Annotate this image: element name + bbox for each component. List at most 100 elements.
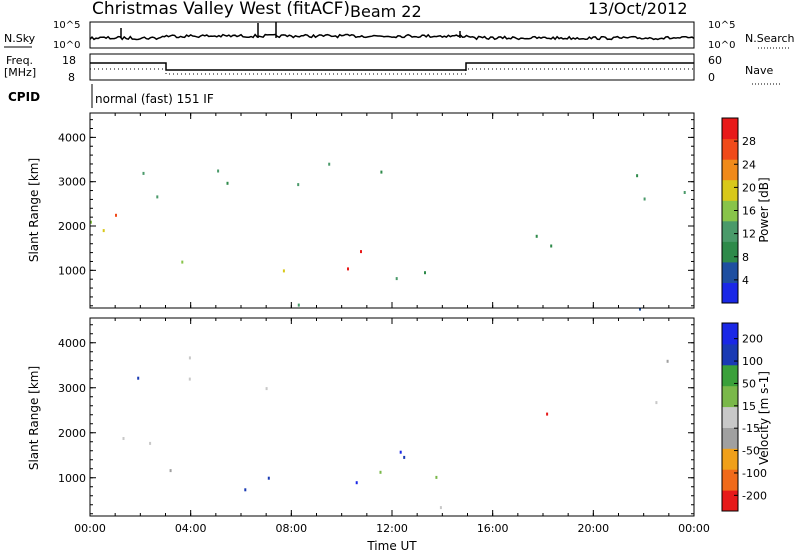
data-cell [169, 469, 172, 473]
x-tick-label: 12:00 [376, 522, 408, 535]
x-tick-label: 04:00 [175, 522, 207, 535]
data-cell [380, 170, 383, 174]
colorbar-swatch [722, 343, 738, 366]
x-tick-label: 00:00 [678, 522, 710, 535]
y-tick-label: 1000 [58, 472, 86, 485]
data-cell [226, 181, 229, 185]
date-label: 13/Oct/2012 [588, 0, 688, 18]
colorbar-tick-label: 8 [742, 251, 749, 264]
noise-left-tick-top: 10^5 [53, 20, 80, 31]
data-cell [149, 441, 152, 445]
data-cell [424, 271, 426, 275]
plot-title: Christmas Valley West (fitACF) [92, 0, 350, 19]
data-cell [115, 213, 117, 217]
colorbar-tick-label: 15 [742, 400, 756, 413]
colorbar-swatch [722, 118, 738, 140]
data-cell [435, 475, 438, 479]
data-cell [188, 377, 191, 381]
cpid-text: normal (fast) 151 IF [95, 92, 214, 106]
freq-trace [90, 62, 694, 71]
data-cell [188, 356, 191, 360]
data-cell [267, 476, 270, 480]
y-tick-label: 3000 [58, 382, 86, 395]
colorbar-swatch [722, 406, 738, 428]
data-cell [102, 229, 105, 233]
data-cell [639, 307, 641, 311]
nave-label: Nave [745, 64, 773, 77]
data-cell [122, 437, 125, 440]
x-tick-label: 20:00 [577, 522, 609, 535]
x-tick-label: 08:00 [275, 522, 307, 535]
freq-panel-frame [89, 53, 695, 81]
colorbar-tick-label: 50 [742, 377, 756, 390]
data-cell [142, 171, 145, 175]
data-cell [244, 488, 247, 492]
freq-tick-bottom: 8 [68, 71, 75, 84]
velocity-panel-frame [89, 317, 695, 517]
power-data-cells [90, 162, 686, 311]
data-cell [403, 455, 406, 459]
data-cell [643, 197, 646, 201]
nave-trace [90, 68, 694, 75]
data-cell [379, 470, 382, 474]
colorbar-tick-label: 4 [742, 274, 749, 287]
noise-panel-frame [89, 21, 695, 49]
y-tick-label: 2000 [58, 427, 86, 440]
colorbar-swatch [722, 282, 738, 304]
x-tick-label: 16:00 [477, 522, 509, 535]
y-tick-label: 3000 [58, 176, 86, 189]
cpid-label: CPID [8, 90, 40, 104]
colorbar-frame [721, 322, 739, 512]
data-cell [355, 481, 358, 485]
colorbar-swatch [722, 220, 738, 242]
noise-sky-label: N.Sky [4, 32, 36, 45]
y-tick-label: 2000 [58, 220, 86, 233]
data-cell [546, 412, 549, 416]
data-cell [550, 244, 553, 248]
noise-panel: N.Sky 10^5 10^0 10^5 10^0 N.Search [4, 20, 795, 51]
noise-left-tick-bottom: 10^0 [53, 40, 80, 51]
colorbar-swatch [722, 261, 738, 283]
power-panel: 1000 2000 3000 4000 Slant Range [km] 4 8 12 16… [27, 112, 771, 311]
data-cell [156, 195, 159, 199]
data-cell [347, 267, 349, 271]
nave-tick-top: 60 [708, 54, 722, 67]
colorbar-tick-label: 200 [742, 333, 763, 346]
beam-label: Beam 22 [350, 2, 422, 21]
data-cell [399, 450, 402, 454]
data-cell [439, 506, 442, 510]
x-tick-label: 00:00 [74, 522, 106, 535]
freq-label-line2: [MHz] [4, 66, 36, 79]
power-axes: 1000 2000 3000 4000 [58, 113, 695, 308]
data-cell [265, 387, 268, 391]
data-cell [297, 183, 300, 187]
data-cell [137, 376, 140, 380]
data-cell [181, 260, 184, 264]
colorbar-tick-label: -50 [742, 445, 760, 458]
velocity-data-cells [122, 356, 669, 510]
colorbar-swatch [722, 427, 738, 449]
data-cell [217, 169, 220, 173]
freq-label-line1: Freq. [6, 54, 33, 67]
noise-right-tick-top: 10^5 [708, 20, 735, 31]
y-tick-label: 4000 [58, 131, 86, 144]
power-colorbar-label: Power [dB] [757, 177, 771, 242]
colorbar-swatch [722, 241, 738, 263]
velocity-colorbar: 200 100 50 15 -15 -50 -100 -200 [721, 322, 767, 512]
velocity-panel: 1000 2000 3000 4000 00:00 04:00 08:00 12:00 16:0… [27, 317, 771, 553]
velocity-axes: 1000 2000 3000 4000 00:00 04:00 08:00 12:00 16:0… [58, 318, 710, 535]
colorbar-tick-label: 12 [742, 228, 756, 241]
noise-search-label: N.Search [745, 32, 795, 45]
colorbar-swatch [722, 364, 738, 387]
colorbar-swatch [722, 385, 738, 408]
colorbar-swatch [722, 469, 738, 491]
colorbar-tick-label: -100 [742, 467, 767, 480]
colorbar-swatch [722, 159, 738, 181]
data-cell [535, 234, 538, 238]
data-cell [328, 162, 331, 166]
colorbar-tick-label: 16 [742, 205, 756, 218]
data-cell [683, 191, 686, 194]
data-cell [282, 269, 285, 273]
colorbar-swatch [722, 323, 738, 345]
